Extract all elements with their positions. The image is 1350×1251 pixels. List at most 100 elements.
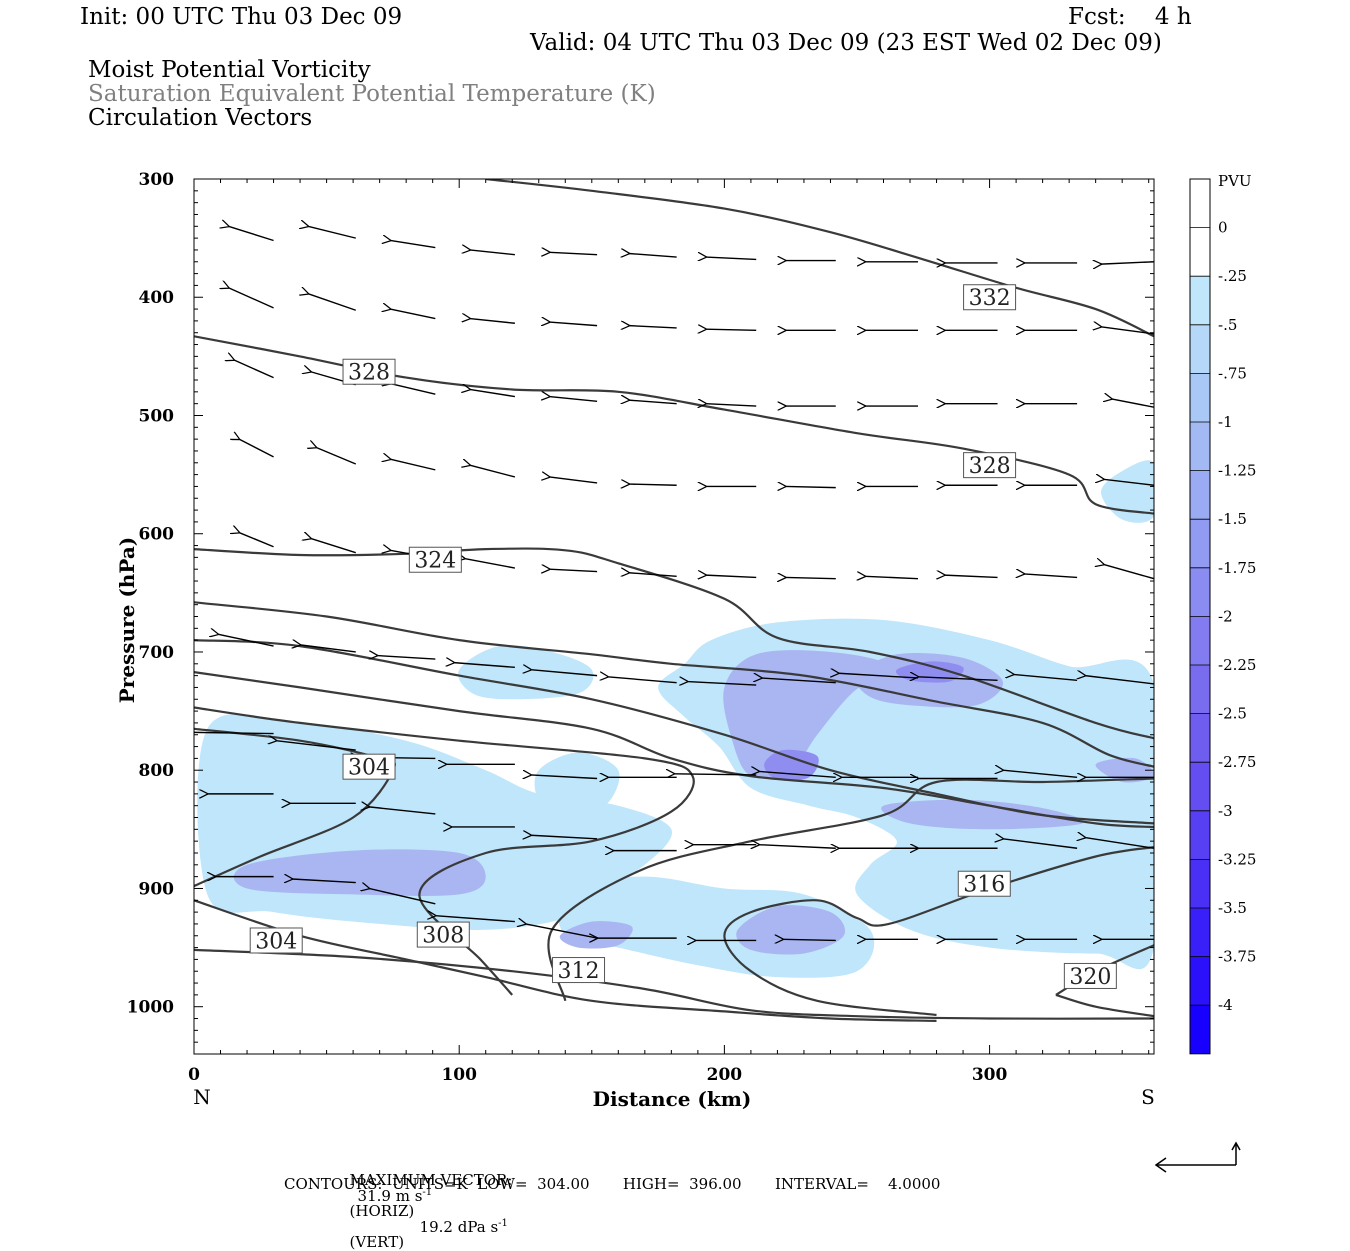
circulation-vector [629,253,677,257]
circulation-vector [300,645,356,653]
contour-label: 312 [558,959,600,984]
colorbar-segment [1190,567,1210,617]
theta-e-contour-10 [194,899,937,1022]
x-axis-label: Distance (km) [593,1087,752,1111]
colorbar-label: -4 [1218,996,1233,1014]
colorbar-label: -.5 [1218,316,1237,334]
max-vector-vert-suffix: (VERT) [349,1233,405,1251]
circulation-vector [687,682,757,686]
circulation-vector [762,678,836,684]
circulation-vector [1104,564,1154,580]
pv-region-5 [1101,460,1154,523]
circulation-vector [525,924,598,939]
colorbar-label: -2.75 [1218,753,1256,771]
circulation-vector [239,439,274,458]
circulation-vector [838,673,919,679]
circulation-vector [1085,676,1154,685]
circulation-vector [674,774,757,775]
y-tick-label: 400 [139,288,175,308]
circulation-vector [228,226,274,242]
circulation-vector [1024,574,1078,578]
colorbar-segment [1190,713,1210,763]
circulation-vector [308,226,356,239]
reference-vector-icon [1154,1141,1241,1173]
vert-exponent: -1 [498,1218,508,1229]
x-tick-label: 200 [707,1065,743,1085]
circulation-vector [549,322,598,326]
colorbar-segment [1190,762,1210,811]
y-tick-label: 800 [139,761,175,781]
contour-label: 320 [1069,965,1111,990]
circulation-vector [531,775,598,779]
circulation-vector [549,569,598,571]
circulation-vector [369,807,436,815]
circulation-vector [865,576,919,578]
y-tick-label: 300 [139,170,175,190]
circulation-vector [706,257,757,259]
circulation-vector [629,484,677,485]
contour-label-box [963,284,1017,311]
legend-line-mpv: Moist Potential Vorticity [88,57,371,83]
circulation-vector [369,888,436,905]
x-end-label-right: S [1141,1085,1155,1109]
theta-e-contour-12 [1055,993,1154,1018]
contour-label: 304 [255,929,297,954]
contour-label: 324 [414,549,456,574]
circulation-vector [390,240,436,249]
legend-line-theta-e: Saturation Equivalent Potential Temperat… [88,81,656,107]
circulation-vector [531,670,598,677]
theta-e-contour-8 [547,777,1154,1002]
circulation-vector [1101,327,1154,335]
circulation-vector [308,294,356,311]
colorbar-label: -1.75 [1218,559,1256,577]
pv-region-3 [534,752,620,813]
circulation-vector [470,319,515,324]
theta-e-contour-7 [194,706,695,996]
theta-e-contour-3 [194,601,1154,768]
colorbar-label: -3.75 [1218,948,1256,966]
x-tick-label: 300 [972,1065,1008,1085]
colorbar-label: 0 [1218,219,1228,237]
contour-label: 304 [348,756,390,781]
contour-label-box [342,753,396,780]
circulation-vector [454,663,515,669]
cross-section-plot: 332 328 328 324 304 316 304 308 312 320 300 400 500… [115,170,1256,1111]
circulation-vector [706,575,757,577]
circulation-vector [1003,839,1078,849]
colorbar-label: -.75 [1218,364,1247,382]
circulation-vector [276,741,356,751]
circulation-vector [629,573,677,577]
contour-label: 332 [969,286,1011,311]
circulation-vector [228,288,274,309]
y-tick-label: 900 [139,879,175,899]
circulation-vector [390,459,436,471]
max-vector-horiz-suffix: (HORIZ) [349,1202,415,1220]
contours-info: CONTOURS: UNITS=K LOW= 304.00 HIGH= 396.… [284,1175,941,1193]
circulation-vector [549,397,598,402]
pv-region-9 [736,905,846,955]
circulation-vector [239,533,274,548]
max-vector-prefix: MAXIMUM VECTOR: [349,1171,513,1189]
circulation-vector [218,634,274,647]
contour-label-box [416,921,470,948]
colorbar-segment [1190,227,1210,277]
colorbar-label: -1 [1218,413,1233,431]
colorbar-segment [1190,373,1210,422]
circulation-vector [629,400,677,404]
contour-label: 308 [422,924,464,949]
circulation-vector [759,771,836,779]
colorbar-segment [1190,519,1210,568]
circulation-vector [194,732,274,733]
y-tick-label: 500 [139,406,175,426]
colorbar-segment [1190,1005,1210,1054]
colorbar-segment [1190,616,1210,665]
circulation-vector [783,939,836,940]
circulation-vector [390,309,436,320]
legend-line-vectors: Circulation Vectors [88,105,313,131]
init-time: Init: 00 UTC Thu 03 Dec 09 [80,4,403,30]
circulation-vector [377,656,436,660]
circulation-vector [918,677,998,681]
circulation-vector [470,389,515,398]
colorbar-segment [1190,470,1210,520]
colorbar-segment [1190,324,1210,374]
